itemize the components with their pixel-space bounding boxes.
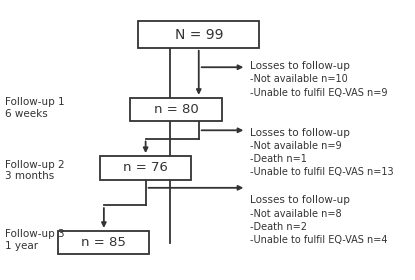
Text: Losses to follow-up: Losses to follow-up: [250, 195, 350, 206]
Text: Follow-up 2
3 months: Follow-up 2 3 months: [5, 160, 65, 181]
Text: -Death n=2: -Death n=2: [250, 222, 307, 232]
Text: -Unable to fulfil EQ-VAS n=13: -Unable to fulfil EQ-VAS n=13: [250, 167, 393, 178]
Text: -Unable to fulfil EQ-VAS n=9: -Unable to fulfil EQ-VAS n=9: [250, 88, 388, 98]
Text: -Not available n=10: -Not available n=10: [250, 74, 348, 84]
Bar: [130, 98, 222, 121]
Bar: [138, 22, 259, 48]
Text: n = 76: n = 76: [123, 161, 168, 174]
Bar: [100, 156, 191, 179]
Text: Losses to follow-up: Losses to follow-up: [250, 127, 350, 137]
Text: -Unable to fulfil EQ-VAS n=4: -Unable to fulfil EQ-VAS n=4: [250, 235, 388, 245]
Text: -Death n=1: -Death n=1: [250, 154, 307, 164]
Text: Follow-up 1
6 weeks: Follow-up 1 6 weeks: [5, 97, 65, 119]
Text: -Not available n=8: -Not available n=8: [250, 209, 342, 219]
Text: n = 85: n = 85: [81, 236, 126, 249]
Text: Losses to follow-up: Losses to follow-up: [250, 61, 350, 71]
Text: N = 99: N = 99: [175, 28, 223, 42]
Text: -Not available n=9: -Not available n=9: [250, 141, 342, 151]
Text: n = 80: n = 80: [154, 103, 198, 116]
Text: Follow-up 3
1 year: Follow-up 3 1 year: [5, 229, 65, 251]
Bar: [59, 231, 149, 254]
